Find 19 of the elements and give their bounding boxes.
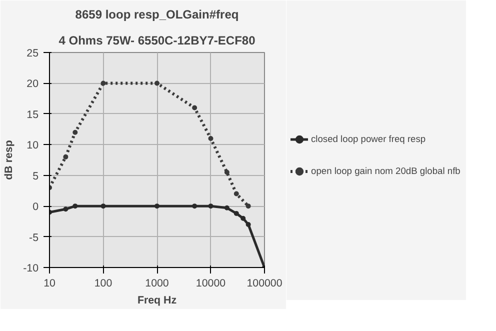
x-tick-label: 10 [44, 278, 56, 290]
y-tick-label: 5 [32, 170, 39, 182]
y-axis-title: dB resp [3, 140, 16, 180]
y-tick-label: 10 [26, 140, 39, 152]
y-tick-label: 15 [26, 108, 39, 121]
chart-title: 8659 loop resp_OLGain#freq [75, 8, 239, 22]
x-tick-label: 1000 [145, 278, 169, 290]
chart-subtitle: 4 Ohms 75W- 6550C-12BY7-ECF80 [58, 34, 256, 48]
y-tick-label: -10 [23, 262, 39, 274]
x-tick-label: 10000 [196, 278, 226, 290]
legend-label: closed loop power freq resp [311, 134, 426, 144]
y-tick-label: -5 [29, 232, 39, 244]
x-tick-label: 100 [94, 278, 112, 290]
legend-label: open loop gain nom 20dB global nfb [311, 166, 460, 176]
y-tick-label: 20 [26, 78, 39, 90]
x-axis-title: Freq Hz [137, 294, 177, 306]
y-tick-label: 25 [26, 48, 39, 60]
x-tick-label: 100000 [246, 278, 282, 290]
y-tick-label: 0 [32, 201, 39, 214]
